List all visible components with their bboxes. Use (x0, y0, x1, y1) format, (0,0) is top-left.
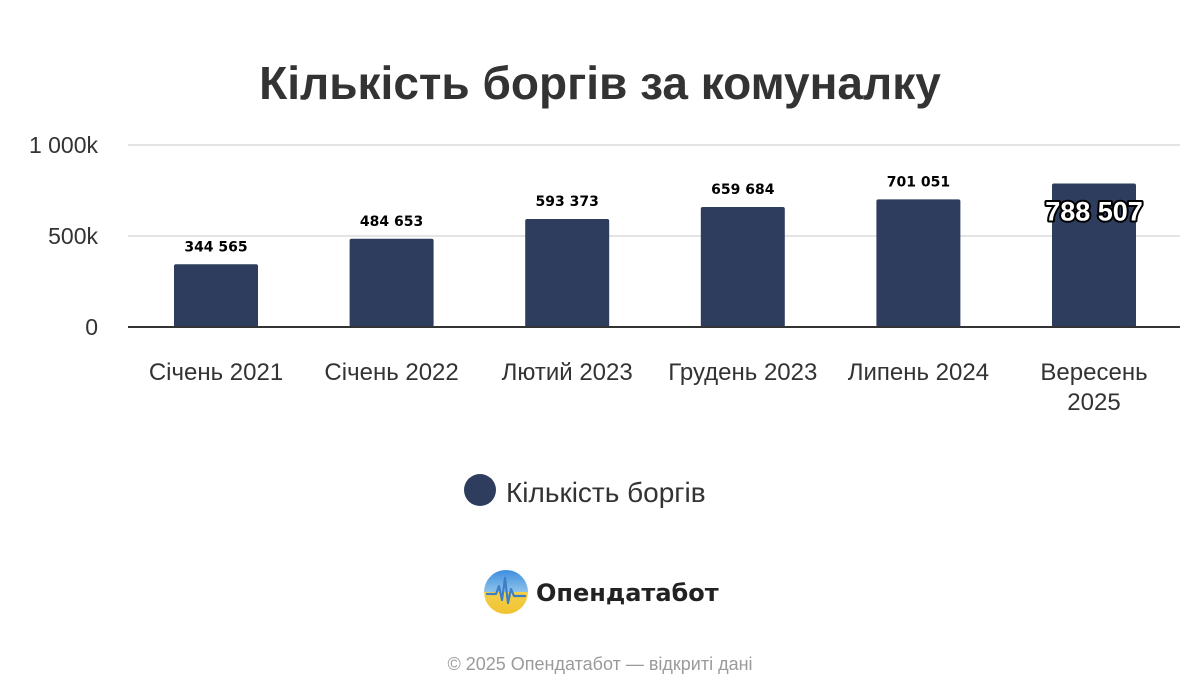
logo-wave-icon (485, 576, 527, 605)
copyright-text: © 2025 Опендатабот — відкриті дані (447, 654, 752, 674)
x-axis-tick-labels: Січень 2021 Січень 2022 Лютий 2023 Грудень … (149, 359, 1148, 416)
y-tick-label: 1 000k (29, 132, 99, 158)
x-tick-label: Вересень 2025 (1040, 359, 1147, 416)
legend: Кількість боргів (464, 474, 706, 508)
x-tick-label: Липень 2024 (848, 359, 989, 386)
data-label: 484 653 (360, 214, 423, 230)
legend-marker (464, 474, 496, 506)
legend-label: Кількість боргів (506, 477, 706, 508)
brand-name: Опендатабот (536, 579, 719, 607)
data-label: 788 507 (1045, 196, 1143, 226)
data-label: 701 051 (887, 174, 950, 190)
chart-title: Кількість боргів за комуналку (259, 57, 941, 109)
bar (876, 199, 961, 327)
data-label: 659 684 (711, 182, 775, 198)
data-labels: 344 565 484 653 593 373 659 684 701 051 788 5… (184, 174, 1144, 255)
bars (174, 183, 1136, 327)
data-label: 344 565 (184, 239, 247, 255)
brand-logo: Опендатабот (484, 570, 719, 614)
bar (349, 238, 434, 327)
x-tick-label: Грудень 2023 (668, 359, 817, 386)
x-tick-label: Січень 2021 (149, 359, 283, 386)
bar (525, 219, 610, 327)
bar (700, 206, 785, 327)
gridlines (128, 144, 1180, 237)
y-axis-tick-labels: 0 500k 1 000k (29, 132, 99, 340)
bar (174, 264, 258, 327)
bar (1052, 183, 1136, 327)
x-tick-label: Лютий 2023 (502, 359, 633, 386)
y-tick-label: 0 (85, 314, 98, 340)
data-label: 593 373 (536, 194, 599, 210)
x-tick-label: Січень 2022 (324, 359, 458, 386)
y-tick-label: 500k (48, 223, 98, 249)
